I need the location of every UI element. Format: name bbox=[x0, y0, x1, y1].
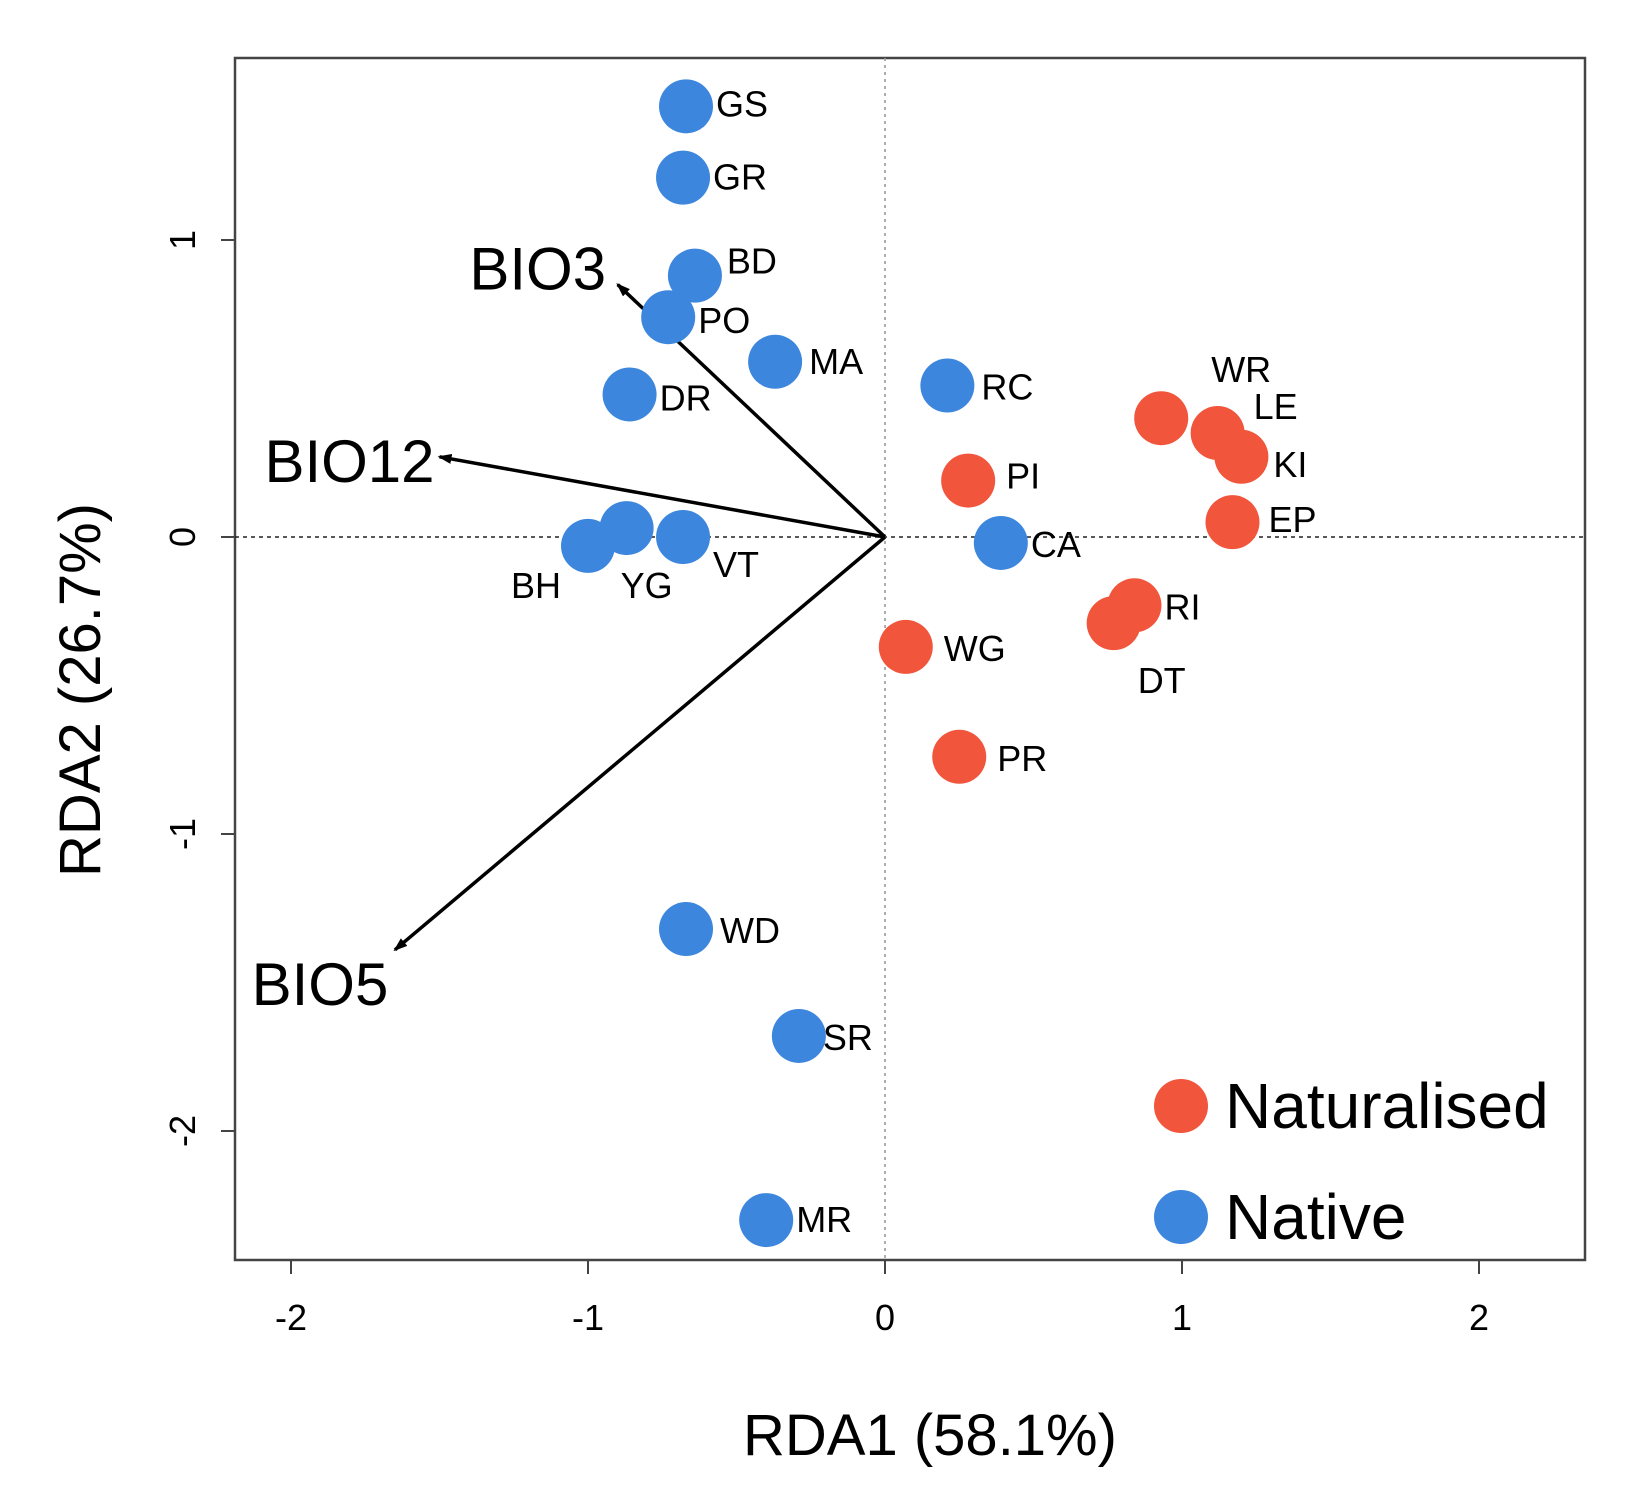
sample-points bbox=[561, 79, 1269, 1248]
point-label-naturalised-le: LE bbox=[1254, 386, 1298, 427]
point-label-naturalised-dt: DT bbox=[1138, 660, 1186, 701]
point-label-native-bh: BH bbox=[511, 565, 561, 606]
point-label-native-wd: WD bbox=[720, 910, 780, 951]
plot-frame bbox=[233, 56, 1587, 1262]
point-label-native-sr: SR bbox=[823, 1017, 873, 1058]
point-label-native-gs: GS bbox=[716, 83, 768, 124]
vector-label-bio3: BIO3 bbox=[469, 236, 606, 303]
point-native-gr bbox=[656, 150, 711, 205]
point-label-native-mr: MR bbox=[796, 1199, 852, 1240]
point-label-naturalised-ki: KI bbox=[1273, 444, 1307, 485]
legend-swatch-native bbox=[1154, 1190, 1208, 1244]
point-native-ca bbox=[973, 515, 1028, 570]
legend-label-native: Native bbox=[1225, 1181, 1406, 1253]
point-native-mr bbox=[739, 1193, 794, 1248]
y-axis-title: RDA2 (26.7%) bbox=[48, 503, 113, 877]
point-native-dr bbox=[602, 367, 657, 422]
point-label-native-rc: RC bbox=[981, 367, 1033, 408]
point-label-native-ca: CA bbox=[1031, 524, 1081, 565]
point-native-po bbox=[641, 290, 696, 345]
x-tick-label: 2 bbox=[1469, 1297, 1489, 1338]
point-native-bh bbox=[561, 518, 615, 573]
point-native-bd bbox=[667, 248, 722, 303]
point-label-native-vt: VT bbox=[713, 544, 759, 585]
x-tick-label: 0 bbox=[875, 1297, 895, 1338]
y-tick-label: 1 bbox=[162, 230, 203, 250]
point-native-vt bbox=[656, 510, 711, 564]
vector-label-bio12: BIO12 bbox=[264, 428, 434, 495]
point-label-naturalised-wr: WR bbox=[1211, 349, 1271, 390]
point-naturalised-pi bbox=[941, 453, 996, 508]
point-label-naturalised-ep: EP bbox=[1268, 499, 1316, 540]
vector-arrow-bio5 bbox=[393, 535, 887, 952]
point-label-naturalised-pr: PR bbox=[997, 738, 1047, 779]
point-naturalised-dt bbox=[1086, 596, 1141, 651]
point-label-native-po: PO bbox=[698, 300, 750, 341]
point-native-gs bbox=[659, 79, 714, 134]
point-label-naturalised-wg: WG bbox=[944, 628, 1006, 669]
legend-swatch-naturalised bbox=[1154, 1079, 1208, 1133]
legend-label-naturalised: Naturalised bbox=[1225, 1070, 1549, 1142]
y-tick-label: -1 bbox=[162, 818, 203, 850]
point-label-native-bd: BD bbox=[727, 241, 777, 282]
x-tick-label: -2 bbox=[275, 1297, 307, 1338]
point-label-naturalised-pi: PI bbox=[1006, 456, 1040, 497]
point-label-naturalised-ri: RI bbox=[1164, 586, 1200, 627]
legend: Naturalised Native bbox=[1154, 1070, 1549, 1253]
y-axis-ticks: -2 -1 0 1 bbox=[162, 230, 235, 1147]
y-tick-label: -2 bbox=[162, 1115, 203, 1147]
point-naturalised-ep bbox=[1205, 495, 1260, 550]
point-label-native-gr: GR bbox=[713, 157, 767, 198]
vector-arrow-bio12 bbox=[437, 454, 886, 539]
point-naturalised-pr bbox=[932, 729, 987, 784]
environmental-vectors: BIO3 BIO12 BIO5 bbox=[252, 236, 887, 1018]
point-native-wd bbox=[659, 902, 714, 957]
x-tick-label: -1 bbox=[572, 1297, 604, 1338]
y-tick-label: 0 bbox=[162, 527, 203, 547]
point-naturalised-wg bbox=[878, 619, 933, 674]
point-label-native-yg: YG bbox=[621, 565, 673, 606]
point-naturalised-ki bbox=[1214, 429, 1269, 484]
x-axis-title: RDA1 (58.1%) bbox=[743, 1403, 1117, 1468]
x-axis-ticks: -2 -1 0 1 2 bbox=[275, 1260, 1489, 1338]
point-native-rc bbox=[920, 358, 975, 413]
point-label-native-dr: DR bbox=[660, 377, 712, 418]
reference-lines bbox=[235, 58, 1585, 1260]
point-label-native-ma: MA bbox=[809, 341, 863, 382]
point-native-sr bbox=[771, 1008, 826, 1063]
vector-label-bio5: BIO5 bbox=[252, 951, 389, 1018]
point-native-ma bbox=[748, 334, 803, 389]
x-tick-label: 1 bbox=[1172, 1297, 1192, 1338]
point-naturalised-wr bbox=[1134, 391, 1189, 446]
